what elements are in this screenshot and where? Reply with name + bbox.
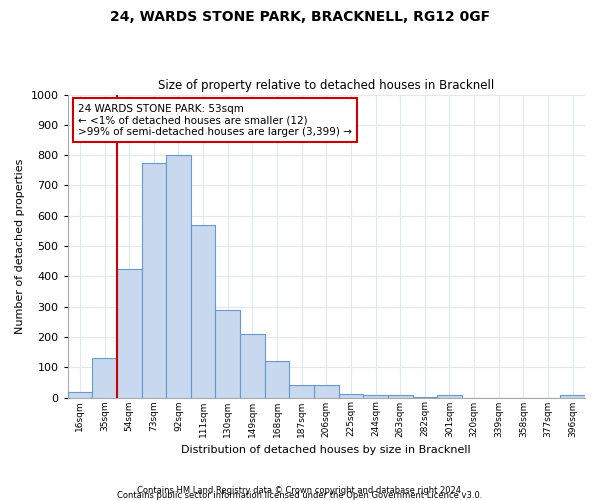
Bar [413,396,437,398]
Y-axis label: Number of detached properties: Number of detached properties [15,158,25,334]
Bar [437,396,462,398]
Text: Contains HM Land Registry data © Crown copyright and database right 2024.: Contains HM Land Registry data © Crown c… [137,486,463,495]
Bar [338,394,363,398]
Bar [142,162,166,398]
Bar [314,386,338,398]
Bar [68,392,92,398]
Bar [289,386,314,398]
Bar [240,334,265,398]
Text: 24, WARDS STONE PARK, BRACKNELL, RG12 0GF: 24, WARDS STONE PARK, BRACKNELL, RG12 0G… [110,10,490,24]
Bar [388,396,413,398]
Bar [560,396,585,398]
X-axis label: Distribution of detached houses by size in Bracknell: Distribution of detached houses by size … [181,445,471,455]
Bar [363,396,388,398]
Bar [265,361,289,398]
Bar [117,269,142,398]
Bar [92,358,117,398]
Bar [191,225,215,398]
Bar [215,310,240,398]
Text: Contains public sector information licensed under the Open Government Licence v3: Contains public sector information licen… [118,490,482,500]
Bar [166,155,191,398]
Text: 24 WARDS STONE PARK: 53sqm
← <1% of detached houses are smaller (12)
>99% of sem: 24 WARDS STONE PARK: 53sqm ← <1% of deta… [78,104,352,137]
Title: Size of property relative to detached houses in Bracknell: Size of property relative to detached ho… [158,79,494,92]
